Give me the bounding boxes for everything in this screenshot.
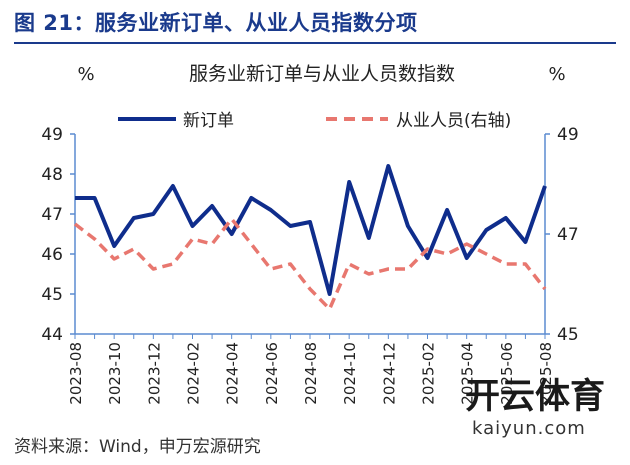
left-tick-label: 49	[41, 125, 63, 145]
x-tick-label: 2024-10	[341, 342, 359, 405]
legend-label-employment: 从业人员(右轴)	[396, 111, 511, 131]
x-tick-label: 2024-12	[380, 342, 398, 405]
series-line-new-orders	[75, 164, 547, 296]
legend: 新订单 从业人员(右轴)	[118, 111, 511, 131]
right-tick-label: 49	[557, 125, 579, 145]
source-note: 资料来源：Wind，申万宏源研究	[14, 437, 261, 457]
right-axis-unit: %	[548, 64, 565, 85]
left-tick-label: 44	[41, 325, 63, 345]
left-axis-unit: %	[77, 64, 94, 85]
tick-labels: 44 45 46 47 48 49 45 47 49 2023-08 2023-10 2023-12 2…	[41, 125, 578, 405]
axes	[70, 133, 550, 339]
left-tick-label: 45	[41, 285, 63, 305]
watermark-text: 开云体育	[465, 377, 606, 417]
x-tick-label: 2025-06	[498, 342, 516, 405]
x-tick-label: 2025-04	[459, 342, 477, 405]
series-line-employment	[73, 217, 547, 311]
right-tick-label: 47	[557, 225, 579, 245]
title-divider	[14, 42, 616, 44]
series-lines	[73, 164, 547, 311]
left-tick-label: 46	[41, 245, 63, 265]
left-tick-label: 48	[41, 165, 63, 185]
right-tick-label: 45	[557, 325, 579, 345]
x-tick-label: 2023-08	[67, 342, 85, 405]
x-tick-label: 2025-02	[420, 342, 438, 405]
x-tick-label: 2024-08	[302, 342, 320, 405]
legend-label-new-orders: 新订单	[183, 111, 234, 131]
x-tick-label: 2024-02	[185, 342, 203, 405]
figure-title: 图 21：服务业新订单、从业人员指数分项	[14, 11, 418, 35]
left-tick-label: 47	[41, 205, 63, 225]
x-tick-label: 2023-12	[145, 342, 163, 405]
x-tick-label: 2025-08	[537, 342, 555, 405]
chart-title: 服务业新订单与从业人员数指数	[189, 63, 455, 85]
watermark-subtext: kaiyun.com	[472, 418, 586, 439]
x-tick-label: 2023-10	[106, 342, 124, 405]
x-tick-label: 2024-04	[224, 342, 242, 405]
x-tick-label: 2024-06	[263, 342, 281, 405]
